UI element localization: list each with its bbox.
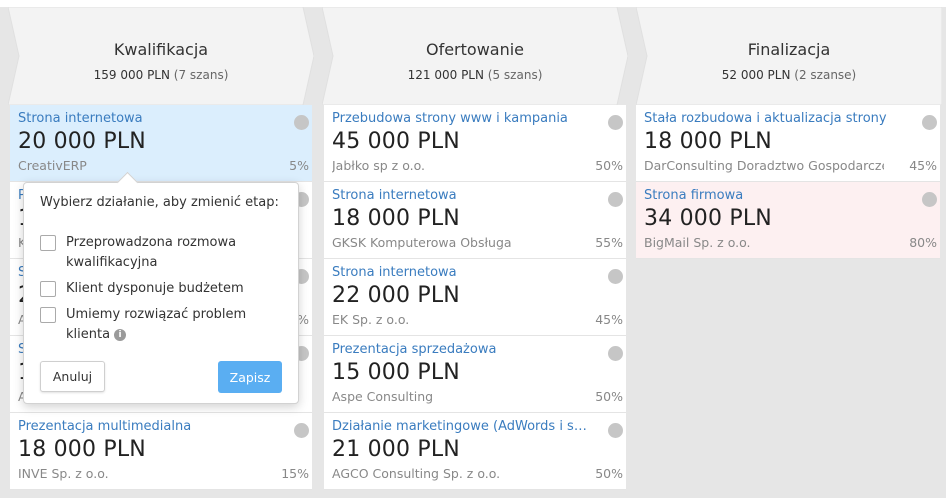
top-strip [0, 0, 946, 7]
deal-amount: 18 000 PLN [332, 206, 460, 231]
deal-card[interactable]: Strona internetowa 22 000 PLN EK Sp. z o… [324, 259, 626, 336]
deal-probability: 80% [909, 235, 937, 250]
deal-probability: 50% [595, 466, 623, 481]
deal-title[interactable]: Działanie marketingowe (AdWords i soc... [332, 419, 592, 434]
save-button[interactable]: Zapisz [218, 361, 282, 393]
deal-title[interactable]: Strona internetowa [18, 111, 143, 126]
checkbox[interactable] [40, 307, 56, 323]
status-dot-icon[interactable] [608, 115, 623, 130]
deal-probability: 55% [595, 235, 623, 250]
option-label: Klient dysponuje budżetem [66, 281, 244, 296]
stage-chevron [8, 7, 314, 105]
deal-card[interactable]: Strona firmowa 34 000 PLN BigMail Sp. z … [636, 182, 940, 259]
deal-card[interactable]: Strona internetowa 20 000 PLN CreativERP… [10, 105, 312, 182]
deal-title[interactable]: Strona firmowa [644, 188, 744, 203]
deal-probability: 50% [595, 158, 623, 173]
stage-amount: 52 000 PLN [721, 68, 791, 82]
stage-count: (5 szans) [487, 68, 543, 82]
stage-summary: 52 000 PLN (2 szanse) [636, 68, 942, 82]
deal-amount: 34 000 PLN [644, 206, 772, 231]
deal-amount: 45 000 PLN [332, 129, 460, 154]
status-dot-icon[interactable] [922, 115, 937, 130]
deal-probability: 45% [595, 312, 623, 327]
deal-card[interactable]: Prezentacja sprzedażowa 15 000 PLN Aspe … [324, 336, 626, 413]
deal-probability: 15% [281, 466, 309, 481]
deal-company: INVE Sp. z o.o. [18, 466, 109, 481]
deal-amount: 15 000 PLN [332, 360, 460, 385]
deal-amount: 20 000 PLN [18, 129, 146, 154]
status-dot-icon[interactable] [608, 346, 623, 361]
status-dot-icon[interactable] [294, 115, 309, 130]
option-label-wrap: Umiemy rozwiązać problem klienta i [66, 305, 281, 345]
deal-company: BigMail Sp. z o.o. [644, 235, 751, 250]
stage-summary: 159 000 PLN (7 szans) [8, 68, 314, 82]
checkbox[interactable] [40, 281, 56, 297]
stage-cards: Przebudowa strony www i kampania 45 000 … [324, 105, 626, 490]
deal-company: A [18, 389, 258, 404]
deal-probability: 50% [595, 389, 623, 404]
deal-company: K [18, 235, 258, 250]
stage-title: Finalizacja [747, 40, 831, 59]
deal-card[interactable]: Działanie marketingowe (AdWords i soc...… [324, 413, 626, 490]
deal-title[interactable]: Stała rozbudowa i aktualizacja strony [644, 111, 887, 126]
deal-amount: 21 000 PLN [332, 437, 460, 462]
deal-amount: 22 000 PLN [332, 283, 460, 308]
checkbox[interactable] [40, 235, 56, 251]
deal-card[interactable]: Prezentacja multimedialna 18 000 PLN INV… [10, 413, 312, 490]
stage-change-popover: Wybierz działanie, aby zmienić etap: Prz… [23, 171, 299, 404]
stage-chevron [322, 7, 628, 105]
stage-chevron [636, 7, 942, 105]
deal-amount: 18 000 PLN [644, 129, 772, 154]
stage-summary: 121 000 PLN (5 szans) [322, 68, 628, 82]
deal-probability: 5% [289, 158, 309, 173]
option-label: Umiemy rozwiązać problem klienta [66, 307, 247, 342]
deal-title[interactable]: Strona internetowa [332, 265, 457, 280]
deal-company: AGCO Consulting Sp. z o.o. [332, 466, 501, 481]
option-label: Przeprowadzona rozmowa kwalifikacyjna [66, 235, 237, 270]
cancel-button[interactable]: Anuluj [40, 361, 105, 392]
deal-title[interactable]: Przebudowa strony www i kampania [332, 111, 568, 126]
popover-title: Wybierz działanie, aby zmienić etap: [40, 195, 279, 210]
deal-probability: 45% [909, 158, 937, 173]
status-dot-icon[interactable] [294, 423, 309, 438]
status-dot-icon[interactable] [608, 192, 623, 207]
deal-title[interactable]: Prezentacja sprzedażowa [332, 342, 497, 357]
stage-header[interactable]: Ofertowanie 121 000 PLN (5 szans) [322, 7, 628, 105]
status-dot-icon[interactable] [608, 269, 623, 284]
stage-title: Kwalifikacja [113, 40, 209, 59]
deal-amount: 18 000 PLN [18, 437, 146, 462]
deal-company: DarConsulting Doradztwo Gospodarcze [644, 158, 884, 173]
deal-company: A [18, 312, 258, 327]
stage-header[interactable]: Finalizacja 52 000 PLN (2 szanse) [636, 7, 942, 105]
stage-title: Ofertowanie [425, 40, 525, 59]
status-dot-icon[interactable] [608, 423, 623, 438]
deal-title[interactable]: Prezentacja multimedialna [18, 419, 192, 434]
deal-company: EK Sp. z o.o. [332, 312, 410, 327]
stage-count: (2 szanse) [794, 68, 857, 82]
stage-cards: Stała rozbudowa i aktualizacja strony 18… [636, 105, 940, 259]
stage-amount: 159 000 PLN [93, 68, 170, 82]
deal-probability: % [297, 312, 309, 327]
deal-card[interactable]: Strona internetowa 18 000 PLN GKSK Kompu… [324, 182, 626, 259]
stage-count: (7 szans) [173, 68, 229, 82]
stage-amount: 121 000 PLN [407, 68, 484, 82]
info-icon[interactable]: i [114, 329, 127, 341]
deal-card[interactable]: Przebudowa strony www i kampania 45 000 … [324, 105, 626, 182]
status-dot-icon[interactable] [922, 192, 937, 207]
stage-header[interactable]: Kwalifikacja 159 000 PLN (7 szans) [8, 7, 314, 105]
deal-company: CreativERP [18, 158, 87, 173]
deal-company: Jabłko sp z o.o. [332, 158, 426, 173]
deal-company: Aspe Consulting [332, 389, 434, 404]
deal-card[interactable]: Stała rozbudowa i aktualizacja strony 18… [636, 105, 940, 182]
deal-company: GKSK Komputerowa Obsługa [332, 235, 512, 250]
deal-title[interactable]: Strona internetowa [332, 188, 457, 203]
